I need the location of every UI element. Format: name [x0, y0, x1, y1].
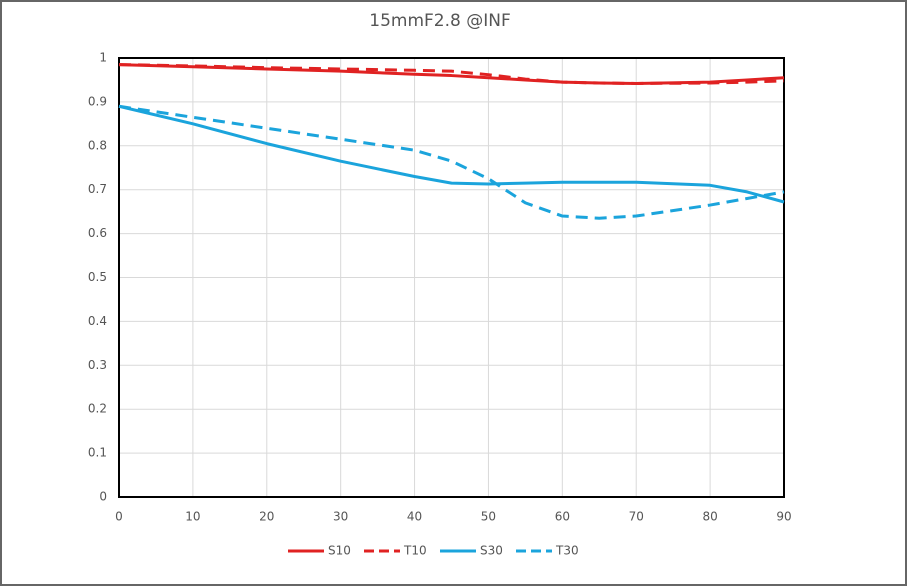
x-tick-label: 10 [185, 510, 200, 524]
x-tick-label: 80 [702, 510, 717, 524]
plot-border [118, 57, 785, 498]
y-tick-label: 0.2 [88, 402, 107, 416]
x-tick-label: 20 [259, 510, 274, 524]
y-tick-label: 0.4 [88, 314, 107, 328]
y-tick-label: 0.6 [88, 226, 107, 240]
series-line [118, 104, 785, 204]
legend-label: T10 [403, 544, 427, 558]
y-tick-label: 1 [99, 51, 107, 65]
series-line [118, 63, 785, 85]
y-tick-label: 0 [99, 490, 107, 504]
x-tick-label: 60 [555, 510, 570, 524]
y-tick-label: 0.7 [88, 182, 107, 196]
x-tick-label: 90 [776, 510, 791, 524]
x-tick-label: 70 [629, 510, 644, 524]
legend-label: T30 [555, 544, 579, 558]
x-tick-label: 50 [481, 510, 496, 524]
x-tick-label: 40 [407, 510, 422, 524]
series-line [118, 104, 785, 220]
y-tick-label: 0.5 [88, 270, 107, 284]
x-tick-label: 30 [333, 510, 348, 524]
legend-label: S10 [328, 544, 351, 558]
chart-title: 15mmF2.8 @INF [369, 11, 510, 31]
x-tick-label: 0 [115, 510, 123, 524]
y-tick-label: 0.1 [88, 446, 107, 460]
y-tick-label: 0.8 [88, 138, 107, 152]
legend-label: S30 [480, 544, 503, 558]
y-tick-label: 0.3 [88, 358, 107, 372]
y-tick-label: 0.9 [88, 94, 107, 108]
